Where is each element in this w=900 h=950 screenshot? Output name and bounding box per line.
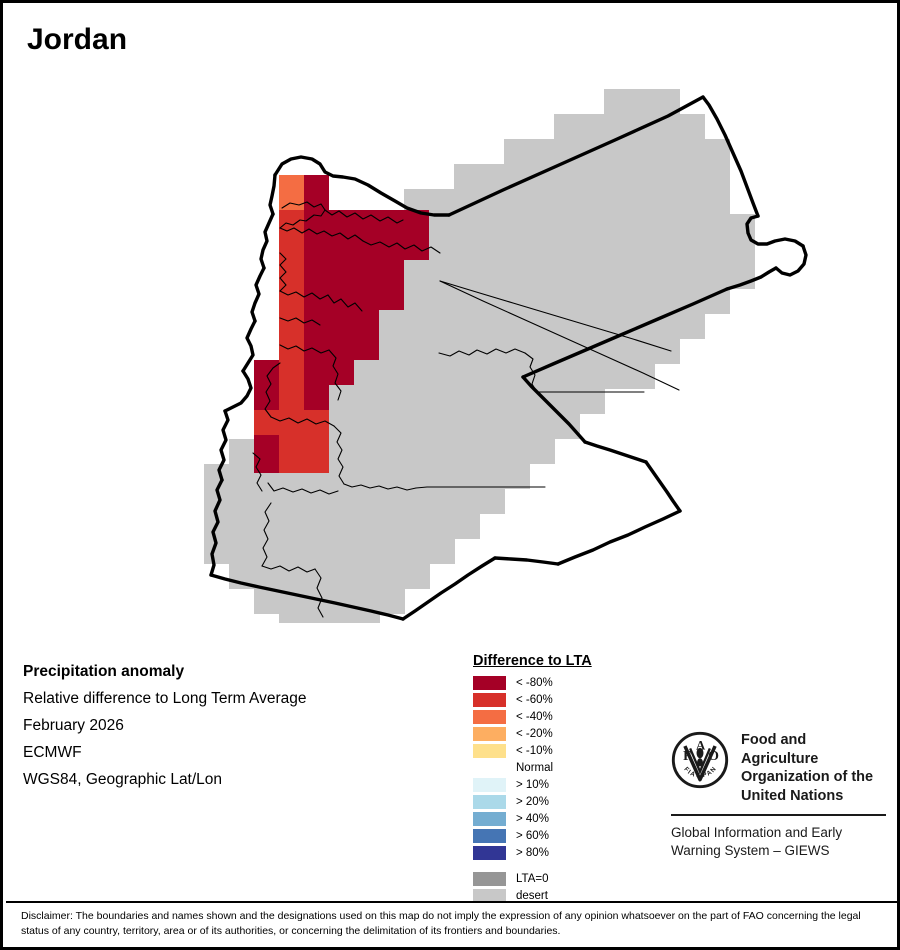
giews-subtitle: Global Information and Early Warning Sys… <box>671 824 886 860</box>
legend-entry-swatch <box>473 828 506 843</box>
legend-entry-swatch <box>473 675 506 690</box>
fao-branding: F A O FIAT PANIS Food and Agriculture Or… <box>668 726 886 860</box>
anomaly-raster-layer <box>254 175 429 473</box>
national-boundary-layer <box>209 95 808 621</box>
giews-line-1: Global Information and Early <box>671 825 843 840</box>
svg-text:O: O <box>708 749 719 764</box>
legend-entry-row[interactable]: > 20% <box>473 793 653 810</box>
legend-entry-swatch <box>473 777 506 792</box>
giews-line-2: Warning System – GIEWS <box>671 843 830 858</box>
legend-entry-label: < -40% <box>516 710 553 723</box>
info-line-period: February 2026 <box>23 717 124 734</box>
legend-extra-row[interactable]: desert <box>473 887 653 904</box>
legend-extra-row[interactable]: LTA=0 <box>473 870 653 887</box>
legend: Difference to LTA < -80% < -60% < -40% < -2… <box>473 653 653 904</box>
admin-boundaries-layer <box>252 201 680 618</box>
fao-org-line-3: United Nations <box>741 787 844 804</box>
legend-entry-swatch <box>473 743 506 758</box>
map-canvas[interactable] <box>3 63 897 623</box>
legend-entries: < -80% < -60% < -40% < -20% < -10% Normal > 10… <box>473 674 653 861</box>
cell-lt80 <box>304 175 329 210</box>
info-line-method: Relative difference to Long Term Average <box>23 690 307 707</box>
legend-entry-swatch <box>473 709 506 724</box>
legend-entry-row[interactable]: > 40% <box>473 810 653 827</box>
fao-org-line-1: Food and Agriculture <box>741 732 819 767</box>
legend-entry-row[interactable]: > 60% <box>473 827 653 844</box>
legend-spacer <box>473 861 653 870</box>
legend-entry-swatch <box>473 692 506 707</box>
legend-entry-label: > 80% <box>516 846 549 859</box>
fao-divider <box>671 814 886 816</box>
legend-entry-row[interactable]: < -60% <box>473 691 653 708</box>
legend-title: Difference to LTA <box>473 653 592 669</box>
legend-entry-label: < -60% <box>516 693 553 706</box>
legend-entry-label: > 60% <box>516 829 549 842</box>
legend-entry-label: Normal <box>516 761 554 774</box>
legend-entry-label: > 10% <box>516 778 549 791</box>
legend-entry-label: > 20% <box>516 795 549 808</box>
info-line-title: Precipitation anomaly <box>23 663 185 680</box>
page-title: Jordan <box>27 23 128 56</box>
disclaimer-text: Disclaimer: The boundaries and names sho… <box>21 910 861 937</box>
legend-entry-swatch <box>473 794 506 809</box>
legend-entry-row[interactable]: < -80% <box>473 674 653 691</box>
svg-text:F: F <box>683 749 692 764</box>
fao-organization-name: Food and Agriculture Organization of the… <box>741 731 886 805</box>
legend-entry-swatch <box>473 726 506 741</box>
legend-entry-label: > 40% <box>516 812 549 825</box>
legend-entry-row[interactable]: < -10% <box>473 742 653 759</box>
legend-extra-label: desert <box>516 889 548 902</box>
info-line-projection: WGS84, Geographic Lat/Lon <box>23 771 223 788</box>
legend-entry-swatch <box>473 811 506 826</box>
legend-extra-swatch <box>473 888 506 903</box>
svg-text:A: A <box>696 739 706 753</box>
fao-logo-icon: F A O FIAT PANIS <box>668 726 729 794</box>
legend-extra-swatch <box>473 871 506 886</box>
legend-entry-row[interactable]: > 80% <box>473 844 653 861</box>
legend-entry-label: < -80% <box>516 676 553 689</box>
legend-extra-entries: LTA=0 desert <box>473 870 653 904</box>
map-info-block: Precipitation anomaly Relative differenc… <box>23 658 443 793</box>
legend-entry-row[interactable]: < -40% <box>473 708 653 725</box>
legend-entry-swatch <box>473 845 506 860</box>
legend-extra-label: LTA=0 <box>516 872 549 885</box>
fao-org-line-2: Organization of the <box>741 769 874 785</box>
legend-entry-label: < -20% <box>516 727 553 740</box>
legend-entry-row[interactable]: < -20% <box>473 725 653 742</box>
disclaimer-divider <box>6 901 897 903</box>
legend-entry-swatch <box>473 761 506 775</box>
legend-entry-row[interactable]: > 10% <box>473 776 653 793</box>
legend-entry-row[interactable]: Normal <box>473 759 653 776</box>
info-line-source: ECMWF <box>23 744 82 761</box>
legend-entry-label: < -10% <box>516 744 553 757</box>
